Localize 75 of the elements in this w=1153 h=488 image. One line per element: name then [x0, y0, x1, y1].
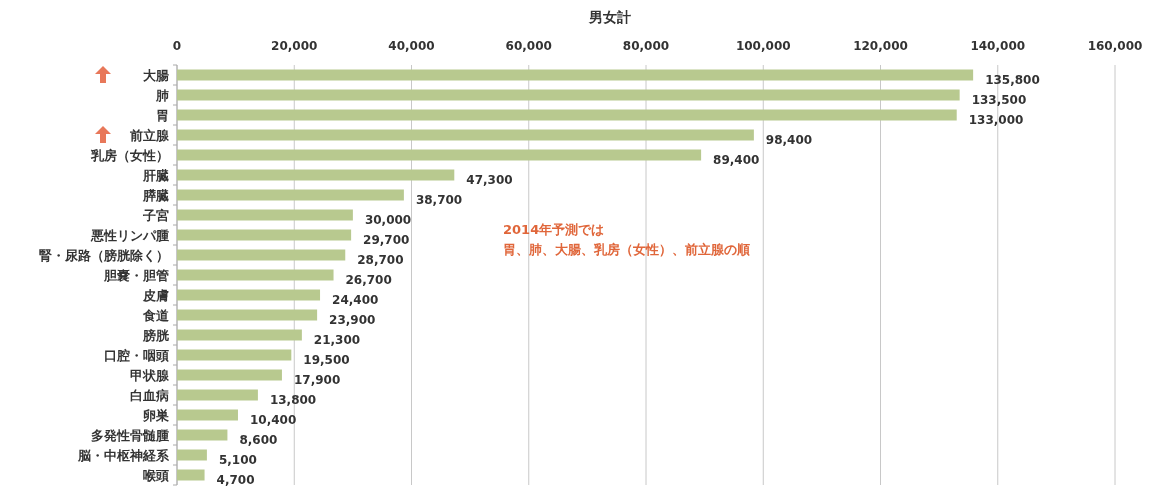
bar: [177, 369, 282, 381]
bar: [177, 309, 318, 321]
chart-title: 男女計: [588, 9, 631, 25]
data-label: 23,900: [329, 313, 376, 327]
data-label: 133,000: [968, 113, 1024, 127]
data-label: 13,800: [269, 393, 317, 407]
data-label: 133,500: [971, 93, 1027, 107]
y-tick-label: 胃: [156, 107, 169, 123]
bar: [177, 409, 238, 421]
x-tick-label: 120,000: [853, 39, 908, 53]
x-tick-label: 140,000: [970, 39, 1026, 53]
y-tick-label: 多発性骨髄腫: [91, 427, 169, 443]
y-tick-label: 肺: [155, 87, 169, 103]
y-tick-label: 口腔・咽頭: [104, 347, 169, 363]
data-label: 38,700: [415, 193, 463, 207]
bar: [177, 189, 404, 201]
y-tick-label: 膵臓: [142, 187, 169, 203]
x-tick-label: 80,000: [622, 39, 670, 53]
bar: [177, 269, 334, 281]
bar: [177, 429, 228, 441]
data-label: 29,700: [363, 233, 410, 247]
bar: [177, 89, 960, 101]
bar: [177, 149, 702, 161]
data-label: 19,500: [303, 353, 350, 367]
bar: [177, 449, 207, 461]
data-label: 135,800: [985, 73, 1040, 87]
bar: [177, 329, 302, 341]
bar: [177, 169, 455, 181]
y-tick-label: 卵巣: [142, 407, 169, 423]
y-tick-label: 大腸: [143, 67, 169, 83]
data-label: 21,300: [313, 333, 361, 347]
data-label: 98,400: [765, 133, 813, 147]
data-label: 8,600: [239, 433, 278, 447]
bar: [177, 229, 352, 241]
data-label: 26,700: [345, 273, 392, 287]
y-tick-label: 乳房（女性）: [90, 147, 169, 163]
bar: [177, 349, 292, 361]
x-tick-label: 20,000: [271, 39, 318, 53]
y-tick-label: 胆嚢・胆管: [103, 267, 169, 283]
y-tick-label: 皮膚: [142, 287, 169, 303]
bar: [177, 109, 957, 121]
bar: [177, 389, 258, 401]
y-tick-label: 腎・尿路（膀胱除く）: [39, 247, 169, 263]
data-label: 30,000: [364, 213, 412, 227]
y-tick-label: 脳・中枢神経系: [77, 447, 170, 463]
y-tick-label: 前立腺: [129, 127, 170, 143]
bar: [177, 249, 346, 261]
x-tick-label: 40,000: [388, 39, 435, 53]
data-label: 24,400: [332, 293, 379, 307]
bar: [177, 209, 353, 221]
y-tick-label: 悪性リンパ腫: [90, 227, 169, 243]
data-label: 47,300: [466, 173, 513, 187]
annotation: 胃、肺、大腸、乳房（女性）、前立腺の順: [503, 242, 750, 257]
data-label: 89,400: [713, 153, 760, 167]
data-label: 5,100: [218, 453, 257, 467]
data-label: 17,900: [293, 373, 341, 387]
x-tick-label: 60,000: [505, 39, 552, 53]
x-tick-label: 160,000: [1087, 39, 1143, 53]
y-tick-label: 膀胱: [142, 327, 170, 343]
x-tick-label: 0: [172, 39, 182, 53]
data-label: 10,400: [249, 413, 297, 427]
bar: [177, 129, 754, 141]
y-tick-label: 子宮: [142, 207, 169, 223]
bar: [177, 289, 321, 301]
bar: [177, 69, 974, 81]
y-tick-label: 白血病: [130, 387, 169, 403]
data-label: 4,700: [216, 473, 255, 487]
data-label: 28,700: [357, 253, 404, 267]
bar: [177, 469, 205, 481]
y-tick-label: 肝臓: [142, 167, 169, 183]
x-tick-label: 100,000: [735, 39, 791, 53]
y-tick-label: 食道: [142, 307, 170, 323]
annotation: 2014年予測では: [503, 222, 605, 237]
y-tick-label: 甲状腺: [130, 367, 170, 383]
y-tick-label: 喉頭: [143, 467, 169, 483]
